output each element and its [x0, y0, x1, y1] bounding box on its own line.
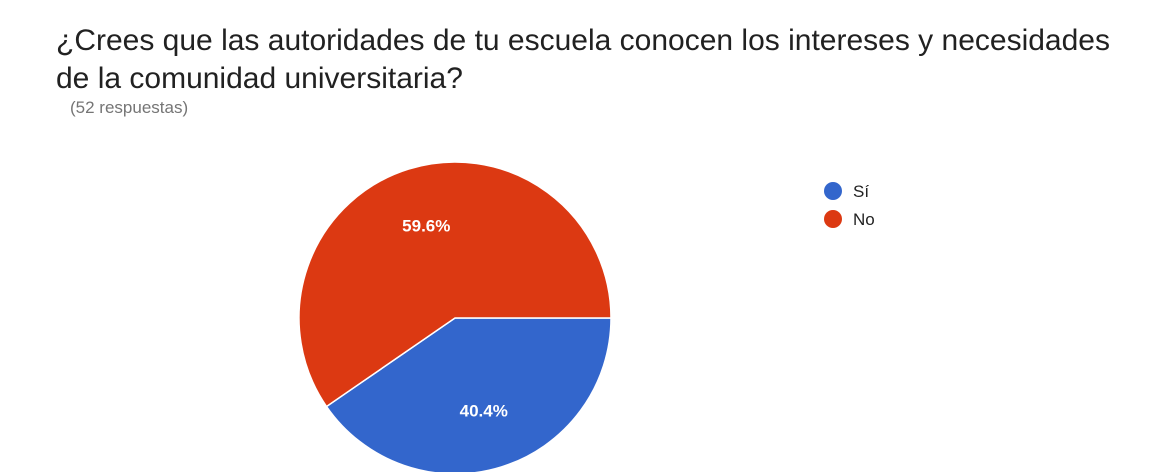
slice-label-si: 40.4%	[460, 401, 508, 420]
legend-marker-no	[824, 210, 842, 228]
response-count: (52 respuestas)	[70, 98, 189, 117]
pie-slice-no	[298, 161, 612, 408]
question-title: ¿Crees que las autoridades de tu escuela…	[56, 24, 1110, 95]
pie-slice-si	[325, 317, 612, 472]
legend-label-no: No	[853, 210, 875, 229]
legend-marker-si	[824, 182, 842, 200]
legend-label-si: Sí	[853, 182, 869, 201]
slice-label-no: 59.6%	[402, 217, 450, 236]
